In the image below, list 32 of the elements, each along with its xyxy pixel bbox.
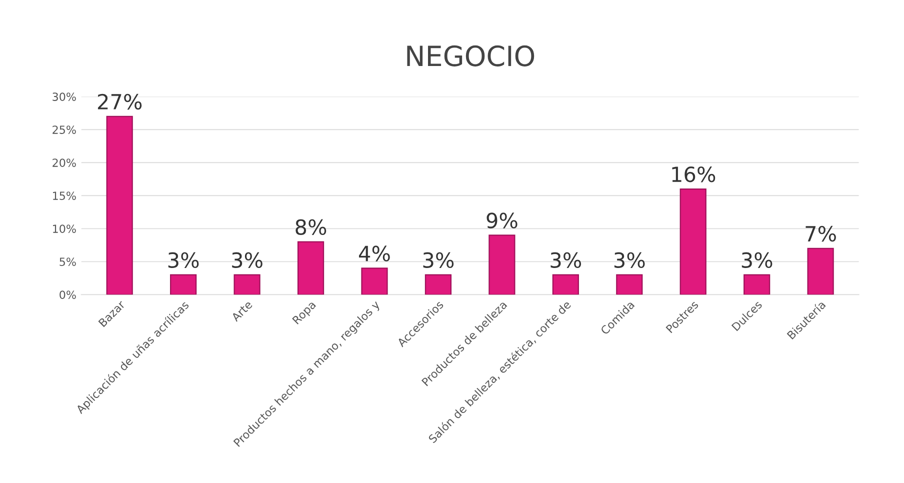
data-label: 9%: [486, 212, 518, 228]
bar: [552, 274, 579, 295]
data-label: 16%: [672, 166, 716, 182]
data-label: 27%: [98, 94, 142, 110]
data-label: 3%: [232, 252, 262, 268]
y-tick-label: 30%: [52, 92, 76, 101]
bar: [424, 274, 452, 295]
y-tick-label: 10%: [53, 224, 76, 233]
chart-title: NEGOCIO: [407, 45, 534, 66]
y-tick-label: 5%: [60, 258, 76, 266]
bar: [807, 248, 834, 295]
y-tick-label: 0%: [60, 290, 76, 300]
data-label: 3%: [168, 252, 199, 268]
data-label: 7%: [806, 226, 836, 242]
bar: [106, 116, 133, 295]
data-label: 8%: [296, 219, 326, 236]
y-tick-label: 25%: [52, 126, 76, 134]
bar: [170, 274, 197, 295]
bar: [680, 188, 706, 295]
bar: [744, 274, 770, 295]
bar: [234, 274, 260, 295]
data-label: 3%: [614, 252, 645, 268]
y-tick-label: 20%: [52, 158, 76, 167]
data-label: 3%: [742, 252, 772, 268]
bar: [361, 268, 388, 295]
data-label: 3%: [550, 252, 582, 268]
y-tick-label: 15%: [53, 192, 76, 200]
bar: [488, 234, 516, 295]
data-label: 3%: [423, 252, 454, 268]
data-label: 4%: [358, 246, 390, 262]
bar: [616, 274, 643, 295]
bar: [297, 241, 324, 295]
